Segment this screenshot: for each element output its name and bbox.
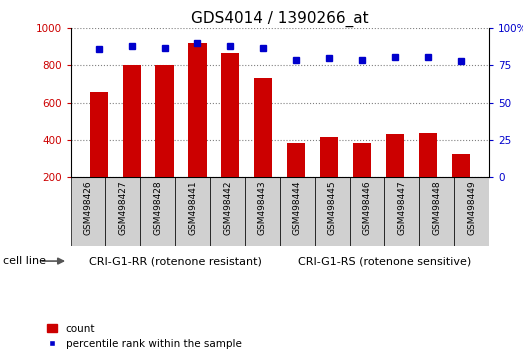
Text: CRI-G1-RR (rotenone resistant): CRI-G1-RR (rotenone resistant) <box>89 256 262 266</box>
Text: GSM498446: GSM498446 <box>362 181 371 235</box>
Text: GSM498426: GSM498426 <box>84 181 93 235</box>
Legend: count, percentile rank within the sample: count, percentile rank within the sample <box>47 324 242 349</box>
Bar <box>89 92 108 177</box>
Text: GSM498443: GSM498443 <box>258 181 267 235</box>
Bar <box>106 177 140 246</box>
Text: GSM498428: GSM498428 <box>153 181 162 235</box>
Text: GSM498427: GSM498427 <box>118 181 128 235</box>
Bar <box>386 134 404 177</box>
Bar <box>287 143 305 177</box>
Bar <box>221 53 240 177</box>
Bar <box>71 177 106 246</box>
Bar <box>419 133 437 177</box>
Text: GSM498447: GSM498447 <box>397 181 406 235</box>
Text: GSM498449: GSM498449 <box>467 181 476 235</box>
Bar <box>454 177 489 246</box>
Bar <box>315 177 349 246</box>
Text: GSM498441: GSM498441 <box>188 181 197 235</box>
Text: GSM498444: GSM498444 <box>293 181 302 235</box>
Bar <box>245 177 280 246</box>
Bar <box>353 143 371 177</box>
Bar <box>349 177 384 246</box>
Text: GSM498442: GSM498442 <box>223 181 232 235</box>
Bar <box>320 137 338 177</box>
Text: GSM498445: GSM498445 <box>327 181 337 235</box>
Text: CRI-G1-RS (rotenone sensitive): CRI-G1-RS (rotenone sensitive) <box>298 256 471 266</box>
Text: cell line: cell line <box>3 256 46 266</box>
Bar <box>210 177 245 246</box>
Bar <box>140 177 175 246</box>
Text: GDS4014 / 1390266_at: GDS4014 / 1390266_at <box>191 11 369 27</box>
Bar <box>175 177 210 246</box>
Bar <box>254 79 272 177</box>
Bar <box>155 64 174 177</box>
Bar <box>280 177 315 246</box>
Bar <box>122 65 141 177</box>
Bar <box>419 177 454 246</box>
Bar <box>452 154 470 177</box>
Bar <box>384 177 419 246</box>
Text: GSM498448: GSM498448 <box>432 181 441 235</box>
Bar <box>188 43 207 177</box>
